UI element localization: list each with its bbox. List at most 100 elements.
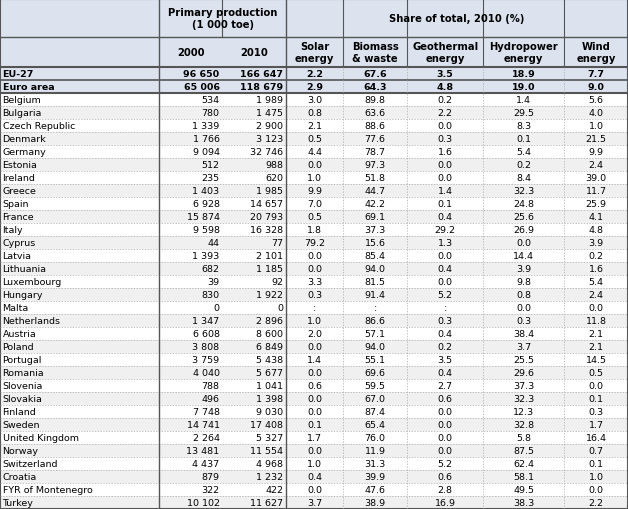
Text: 3 759: 3 759 [192, 355, 220, 364]
Text: 81.5: 81.5 [365, 277, 386, 287]
Text: 4 040: 4 040 [193, 369, 220, 377]
Text: 91.4: 91.4 [365, 291, 386, 299]
Text: :: : [374, 303, 377, 313]
Text: 1.0: 1.0 [307, 174, 322, 183]
Text: 166 647: 166 647 [241, 70, 283, 79]
Text: Czech Republic: Czech Republic [3, 122, 75, 131]
Text: 76.0: 76.0 [365, 433, 386, 442]
Text: Slovakia: Slovakia [3, 394, 42, 403]
Text: 0.0: 0.0 [307, 265, 322, 273]
Text: 0.0: 0.0 [438, 446, 453, 455]
Text: 879: 879 [202, 472, 220, 481]
Text: 0.6: 0.6 [438, 394, 453, 403]
Text: 32.3: 32.3 [513, 187, 534, 195]
Text: 32 746: 32 746 [251, 148, 283, 157]
Bar [0, 185, 628, 197]
Text: 8.3: 8.3 [516, 122, 531, 131]
Text: 422: 422 [266, 485, 283, 494]
Text: 0.6: 0.6 [438, 472, 453, 481]
Text: 7.7: 7.7 [588, 70, 605, 79]
Text: :: : [313, 303, 316, 313]
Text: Primary production
(1 000 toe): Primary production (1 000 toe) [168, 8, 278, 30]
Text: 0.1: 0.1 [588, 394, 604, 403]
Text: 25.5: 25.5 [513, 355, 534, 364]
Text: 496: 496 [202, 394, 220, 403]
Text: 0.0: 0.0 [307, 369, 322, 377]
Text: 3 123: 3 123 [256, 135, 283, 144]
Text: 47.6: 47.6 [365, 485, 386, 494]
Bar [0, 197, 628, 211]
Text: 39.0: 39.0 [585, 174, 607, 183]
Text: 0.2: 0.2 [438, 96, 453, 105]
Text: 1 922: 1 922 [256, 291, 283, 299]
Text: Hungary: Hungary [3, 291, 43, 299]
Text: 9 094: 9 094 [193, 148, 220, 157]
Bar [0, 483, 628, 496]
Text: 65 006: 65 006 [183, 83, 220, 92]
Text: 0.0: 0.0 [438, 251, 453, 261]
Text: 14.5: 14.5 [585, 355, 607, 364]
Text: 57.1: 57.1 [365, 329, 386, 338]
Text: 9.0: 9.0 [588, 83, 605, 92]
Text: 1.3: 1.3 [438, 239, 453, 247]
Text: Luxembourg: Luxembourg [3, 277, 62, 287]
Text: 0.4: 0.4 [438, 265, 453, 273]
Text: 2.2: 2.2 [588, 498, 604, 507]
Text: 15.6: 15.6 [365, 239, 386, 247]
Text: Euro area: Euro area [3, 83, 54, 92]
Bar [0, 418, 628, 431]
Text: 9.9: 9.9 [307, 187, 322, 195]
Text: 2.2: 2.2 [306, 70, 323, 79]
Text: 5.8: 5.8 [516, 433, 531, 442]
Text: 0.0: 0.0 [307, 446, 322, 455]
Bar [0, 133, 628, 146]
Text: 1.0: 1.0 [307, 317, 322, 325]
Text: 2.1: 2.1 [588, 329, 604, 338]
Bar [0, 392, 628, 405]
Text: Portugal: Portugal [3, 355, 42, 364]
Text: 94.0: 94.0 [365, 343, 386, 351]
Text: 2.2: 2.2 [438, 109, 453, 118]
Bar [0, 405, 628, 418]
Text: 4.8: 4.8 [588, 225, 604, 235]
Text: 63.6: 63.6 [365, 109, 386, 118]
Text: 0.3: 0.3 [307, 291, 322, 299]
Text: Croatia: Croatia [3, 472, 37, 481]
Text: 4.1: 4.1 [588, 213, 604, 221]
Bar [0, 237, 628, 249]
Text: 1.4: 1.4 [438, 187, 453, 195]
Text: 87.4: 87.4 [365, 407, 386, 416]
Text: Latvia: Latvia [3, 251, 31, 261]
Text: 0.8: 0.8 [516, 291, 531, 299]
Text: 94.0: 94.0 [365, 265, 386, 273]
Text: 2 101: 2 101 [256, 251, 283, 261]
Bar [0, 470, 628, 483]
Text: 1 989: 1 989 [256, 96, 283, 105]
Text: Norway: Norway [3, 446, 38, 455]
Text: 1.0: 1.0 [588, 122, 604, 131]
Text: 2.4: 2.4 [588, 291, 604, 299]
Text: 38.4: 38.4 [513, 329, 534, 338]
Text: 2 264: 2 264 [193, 433, 220, 442]
Text: 16.9: 16.9 [435, 498, 456, 507]
Bar [0, 366, 628, 379]
Text: 32.3: 32.3 [513, 394, 534, 403]
Text: 0.4: 0.4 [438, 329, 453, 338]
Text: 0.1: 0.1 [588, 459, 604, 468]
Text: Estonia: Estonia [3, 161, 38, 169]
Text: 0.0: 0.0 [588, 381, 604, 390]
Text: Hydropower
energy: Hydropower energy [489, 42, 558, 64]
Bar [0, 496, 628, 509]
Text: 37.3: 37.3 [364, 225, 386, 235]
Text: 2.9: 2.9 [306, 83, 323, 92]
Text: 92: 92 [271, 277, 283, 287]
Text: 0.3: 0.3 [438, 317, 453, 325]
Text: 988: 988 [266, 161, 283, 169]
Text: 37.3: 37.3 [513, 381, 534, 390]
Text: 11.8: 11.8 [585, 317, 607, 325]
Text: 0.2: 0.2 [588, 251, 604, 261]
Text: 88.6: 88.6 [365, 122, 386, 131]
Text: 0.1: 0.1 [516, 135, 531, 144]
Text: 69.6: 69.6 [365, 369, 386, 377]
Text: 44.7: 44.7 [365, 187, 386, 195]
